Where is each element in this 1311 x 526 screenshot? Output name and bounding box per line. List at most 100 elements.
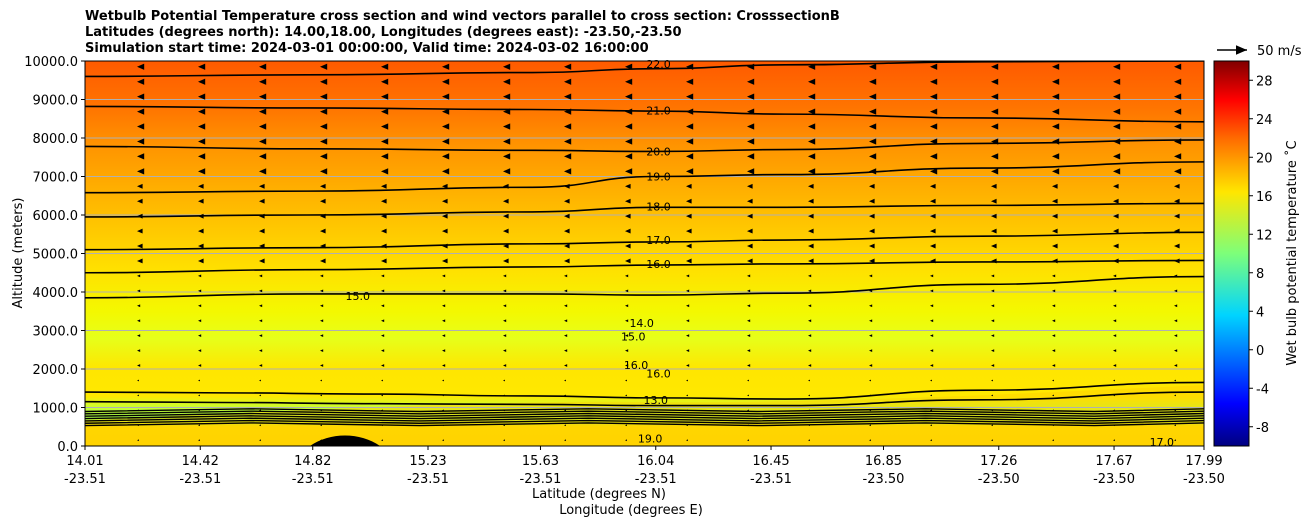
- y-tick-label: 9000.0: [33, 94, 79, 109]
- isotherm-line: [85, 381, 1204, 400]
- wind-vector: [869, 153, 877, 160]
- wind-vector: [503, 319, 507, 323]
- wind-vector: [808, 93, 816, 100]
- wind-vector: [137, 274, 141, 278]
- colorbar-tick-label: 4: [1256, 305, 1264, 320]
- wind-vector: [198, 364, 202, 367]
- wind-vector: [564, 213, 570, 219]
- wind-vector: [808, 334, 812, 338]
- wind-vector: [1052, 63, 1060, 70]
- wind-vector: [686, 394, 688, 397]
- wind-vector: [808, 153, 816, 160]
- wind-vector: [259, 63, 267, 70]
- x-tick-label-lat: 17.99: [1185, 454, 1222, 469]
- wind-vector: [198, 153, 206, 160]
- wind-vector: [381, 439, 383, 442]
- wind-vector: [930, 274, 934, 278]
- wind-vector: [381, 228, 387, 234]
- wind-vector: [808, 274, 812, 278]
- wind-vector: [381, 289, 385, 293]
- contour-label: 14.0: [629, 317, 654, 330]
- wind-vector: [1113, 63, 1121, 70]
- wind-vector: [137, 108, 145, 115]
- wind-vector: [1052, 243, 1058, 249]
- wind-vector: [1052, 78, 1060, 85]
- wind-vector: [686, 319, 690, 323]
- wind-vector: [869, 304, 873, 308]
- wind-vector: [381, 319, 385, 323]
- contour-label: 22.0: [646, 58, 671, 71]
- wind-vector: [1174, 304, 1178, 308]
- wind-vector: [747, 243, 753, 249]
- x-axis-title-secondary: Longitude (degrees E): [559, 503, 703, 518]
- wind-vector: [686, 349, 690, 352]
- wind-vector: [869, 364, 873, 367]
- wind-vector: [1174, 183, 1180, 189]
- wind-vector: [747, 304, 751, 308]
- wind-vector: [259, 439, 261, 442]
- x-tick-label-lon: -23.51: [407, 472, 449, 487]
- wind-vector: [808, 228, 814, 234]
- wind-vector: [625, 153, 633, 160]
- wind-vector: [503, 198, 509, 204]
- wind-vector: [259, 183, 265, 189]
- wind-vector: [564, 258, 570, 264]
- wind-vector: [1174, 168, 1182, 175]
- wind-vector: [442, 63, 450, 70]
- wind-vector: [808, 243, 814, 249]
- wind-vector: [442, 153, 450, 160]
- chart-title-line-3: Simulation start time: 2024-03-01 00:00:…: [85, 41, 649, 56]
- wind-vector: [1052, 108, 1060, 115]
- wind-vector: [320, 228, 326, 234]
- wind-vector: [747, 138, 755, 145]
- wind-vector: [381, 258, 387, 264]
- wind-vector: [747, 439, 749, 442]
- wind-vector: [320, 108, 328, 115]
- y-tick-label: 5000.0: [33, 248, 79, 263]
- wind-vector: [1113, 123, 1121, 130]
- wind-vector: [1113, 319, 1117, 323]
- wind-vector: [137, 183, 143, 189]
- wind-vector: [1113, 334, 1117, 338]
- wind-vector: [320, 258, 326, 264]
- wind-vector: [198, 108, 206, 115]
- wind-vector: [991, 319, 995, 323]
- wind-vector: [991, 243, 997, 249]
- wind-vector: [625, 168, 633, 175]
- wind-vector: [625, 319, 629, 323]
- boundary-layer-contour: [85, 419, 1204, 424]
- wind-vector: [991, 123, 999, 130]
- wind-vector: [808, 289, 812, 293]
- wind-vector: [1174, 123, 1182, 130]
- wind-vector: [320, 349, 324, 352]
- wind-vector: [1052, 153, 1060, 160]
- wind-vector: [137, 63, 145, 70]
- wind-vector: [1113, 213, 1119, 219]
- wind-vector: [198, 304, 202, 308]
- wind-vector: [137, 394, 139, 397]
- wind-vector: [259, 123, 267, 130]
- wind-vector: [198, 78, 206, 85]
- wind-vector: [625, 289, 629, 293]
- wind-vector: [259, 394, 261, 397]
- wind-vector: [381, 138, 389, 145]
- wind-vector: [503, 334, 507, 338]
- wind-vector: [869, 78, 877, 85]
- wind-vector: [259, 78, 267, 85]
- wind-vector: [1113, 198, 1119, 204]
- wind-vector: [503, 274, 507, 278]
- wind-vector: [320, 93, 328, 100]
- wind-vector: [869, 183, 875, 189]
- x-tick-label-lon: -23.50: [1183, 472, 1225, 487]
- wind-vector: [747, 228, 753, 234]
- x-tick-label-lat: 16.85: [865, 454, 902, 469]
- wind-vector: [686, 258, 692, 264]
- wind-vector: [137, 243, 143, 249]
- wind-vector: [1174, 334, 1178, 338]
- wind-vector: [198, 394, 200, 397]
- contour-label: 15.0: [621, 331, 646, 344]
- wind-vector: [930, 123, 938, 130]
- wind-vector: [381, 153, 389, 160]
- wind-vector: [869, 258, 875, 264]
- isotherm-line: [85, 61, 1204, 78]
